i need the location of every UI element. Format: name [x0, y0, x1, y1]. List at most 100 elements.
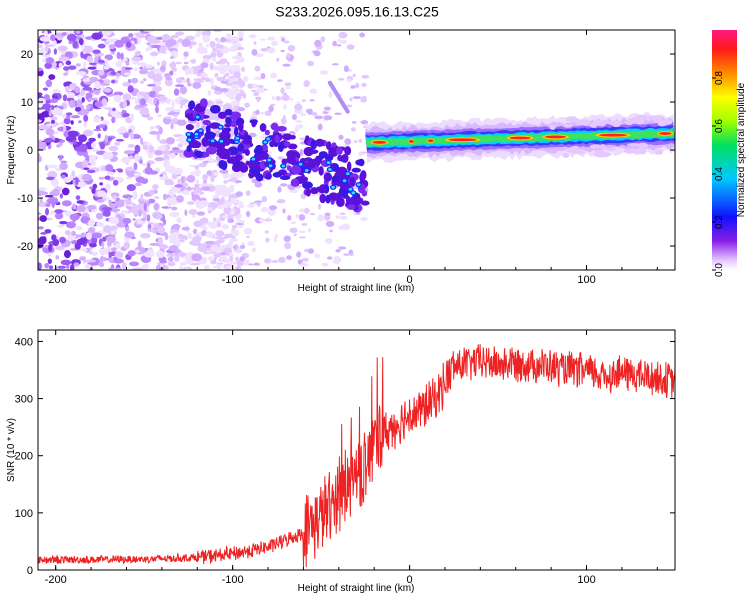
noise-blob — [101, 206, 112, 211]
trace-blob — [205, 146, 218, 155]
noise-blob — [228, 96, 237, 100]
noise-blob — [178, 265, 184, 270]
noise-blob — [112, 217, 120, 225]
noise-blob — [296, 251, 302, 258]
noise-blob — [89, 186, 93, 190]
noise-blob — [59, 221, 68, 225]
noise-blob — [155, 82, 161, 86]
noise-blob — [61, 200, 72, 207]
noise-blob — [45, 203, 51, 207]
noise-blob — [167, 261, 176, 267]
noise-blob — [202, 160, 210, 164]
colorbar-tick-label: 0.4 — [714, 167, 725, 181]
noise-blob — [221, 236, 228, 240]
noise-blob — [97, 133, 101, 139]
noise-blob — [62, 94, 68, 102]
noise-blob — [134, 32, 145, 37]
noise-blob — [134, 172, 141, 177]
noise-blob — [139, 159, 143, 164]
noise-blob — [154, 149, 163, 156]
trace-blob — [318, 186, 327, 194]
noise-blob — [301, 257, 310, 262]
noise-blob — [92, 49, 101, 54]
noise-blob — [219, 169, 229, 174]
trace-blob — [202, 119, 211, 126]
noise-blob — [42, 87, 49, 91]
noise-blob — [200, 62, 209, 69]
noise-blob — [234, 256, 239, 261]
noise-blob — [317, 123, 323, 131]
noise-blob — [101, 242, 105, 247]
noise-blob — [153, 223, 160, 228]
noise-blob — [71, 230, 76, 236]
noise-blob — [353, 140, 358, 143]
trace-blob — [226, 157, 234, 164]
noise-blob — [299, 148, 304, 156]
noise-blob — [210, 52, 217, 59]
noise-blob — [186, 174, 196, 183]
noise-blob — [288, 98, 294, 101]
trace-blob — [341, 153, 349, 163]
trace-blob — [339, 181, 344, 190]
trace-peak-core — [268, 164, 273, 168]
noise-blob — [317, 203, 322, 210]
noise-blob — [264, 230, 269, 234]
noise-blob — [134, 153, 140, 162]
noise-blob — [97, 69, 105, 76]
trace-blob — [281, 133, 293, 141]
noise-blob — [179, 140, 190, 146]
colorbar-tick-label: 0.8 — [714, 71, 725, 85]
noise-blob — [281, 94, 290, 101]
noise-blob — [245, 210, 251, 218]
noise-blob — [75, 181, 87, 188]
noise-blob — [108, 267, 115, 270]
noise-blob — [75, 71, 87, 76]
noise-blob — [55, 255, 60, 260]
stable-line-glow — [562, 152, 570, 158]
noise-blob — [289, 227, 298, 234]
noise-blob — [128, 33, 134, 38]
noise-blob — [173, 113, 178, 118]
noise-blob — [171, 231, 181, 236]
noise-blob — [213, 194, 220, 198]
noise-blob — [90, 142, 96, 149]
noise-blob — [63, 250, 71, 259]
noise-blob — [78, 38, 84, 46]
trace-blob — [319, 193, 327, 204]
chart-title: S233.2026.095.16.13.C25 — [275, 4, 439, 20]
noise-blob — [48, 197, 59, 204]
noise-blob — [335, 215, 340, 219]
noise-blob — [232, 55, 241, 60]
noise-blob — [207, 209, 212, 214]
noise-blob — [284, 242, 292, 250]
noise-blob — [60, 259, 72, 266]
noise-blob — [98, 261, 104, 267]
noise-blob — [148, 189, 155, 196]
trace-blob — [292, 160, 297, 166]
noise-blob — [141, 217, 147, 222]
noise-blob — [223, 103, 232, 111]
noise-blob — [115, 60, 123, 68]
trace-peak-core — [351, 191, 356, 195]
noise-blob — [96, 199, 105, 203]
noise-blob — [80, 216, 90, 224]
noise-blob — [283, 40, 290, 44]
noise-blob — [80, 88, 85, 97]
noise-blob — [46, 176, 55, 180]
noise-blob — [164, 182, 175, 186]
noise-blob — [137, 240, 142, 249]
noise-blob — [157, 95, 168, 102]
noise-blob — [340, 39, 348, 45]
noise-blob — [45, 79, 53, 88]
noise-blob — [52, 89, 62, 94]
colorbar: 0.0 0.2 0.4 0.6 0.8 Normalized spectral ampl… — [712, 30, 747, 277]
noise-blob — [301, 99, 307, 102]
noise-blob — [211, 56, 217, 62]
noise-blob — [92, 183, 98, 189]
noise-blob — [309, 88, 318, 95]
noise-blob — [179, 239, 185, 243]
noise-blob — [98, 176, 105, 180]
noise-blob — [94, 100, 104, 107]
noise-blob — [309, 212, 316, 216]
